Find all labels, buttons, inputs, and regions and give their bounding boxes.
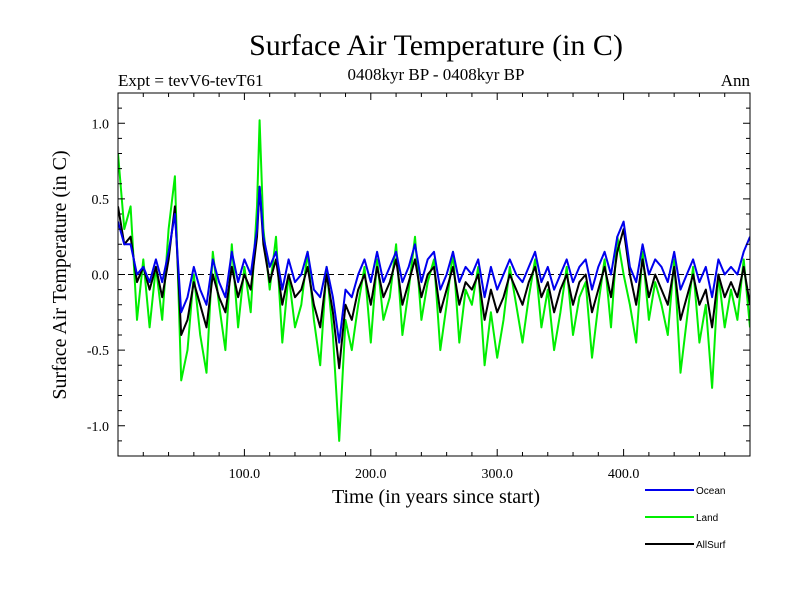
season-label: Ann (721, 71, 751, 90)
y-axis-title: Surface Air Temperature (in C) (49, 150, 71, 399)
y-tick-label: 0.0 (92, 269, 110, 284)
y-tick-label: 0.5 (92, 193, 110, 208)
x-axis-title: Time (in years since start) (332, 486, 540, 508)
series-line-allsurf (118, 185, 750, 370)
y-tick-label: -0.5 (87, 344, 109, 359)
legend-label-allsurf: AllSurf (696, 540, 726, 551)
experiment-label: Expt = tevV6-tevT61 (118, 71, 264, 90)
legend-label-ocean: Ocean (696, 486, 725, 497)
y-tick-label: 1.0 (92, 117, 110, 132)
x-tick-label: 100.0 (229, 467, 261, 482)
period-label: 0408kyr BP - 0408kyr BP (348, 65, 525, 84)
chart-title: Surface Air Temperature (in C) (249, 29, 623, 62)
legend-label-land: Land (696, 513, 718, 524)
y-tick-label: -1.0 (87, 420, 109, 435)
x-tick-label: 400.0 (608, 467, 640, 482)
x-tick-label: 200.0 (355, 467, 387, 482)
series-line-ocean (118, 185, 750, 344)
x-tick-label: 300.0 (481, 467, 513, 482)
